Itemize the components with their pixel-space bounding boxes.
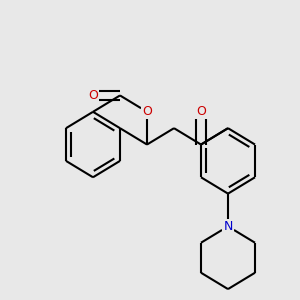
Text: O: O — [142, 105, 152, 118]
Text: N: N — [223, 220, 233, 233]
Text: O: O — [88, 89, 98, 102]
Text: O: O — [196, 105, 206, 118]
